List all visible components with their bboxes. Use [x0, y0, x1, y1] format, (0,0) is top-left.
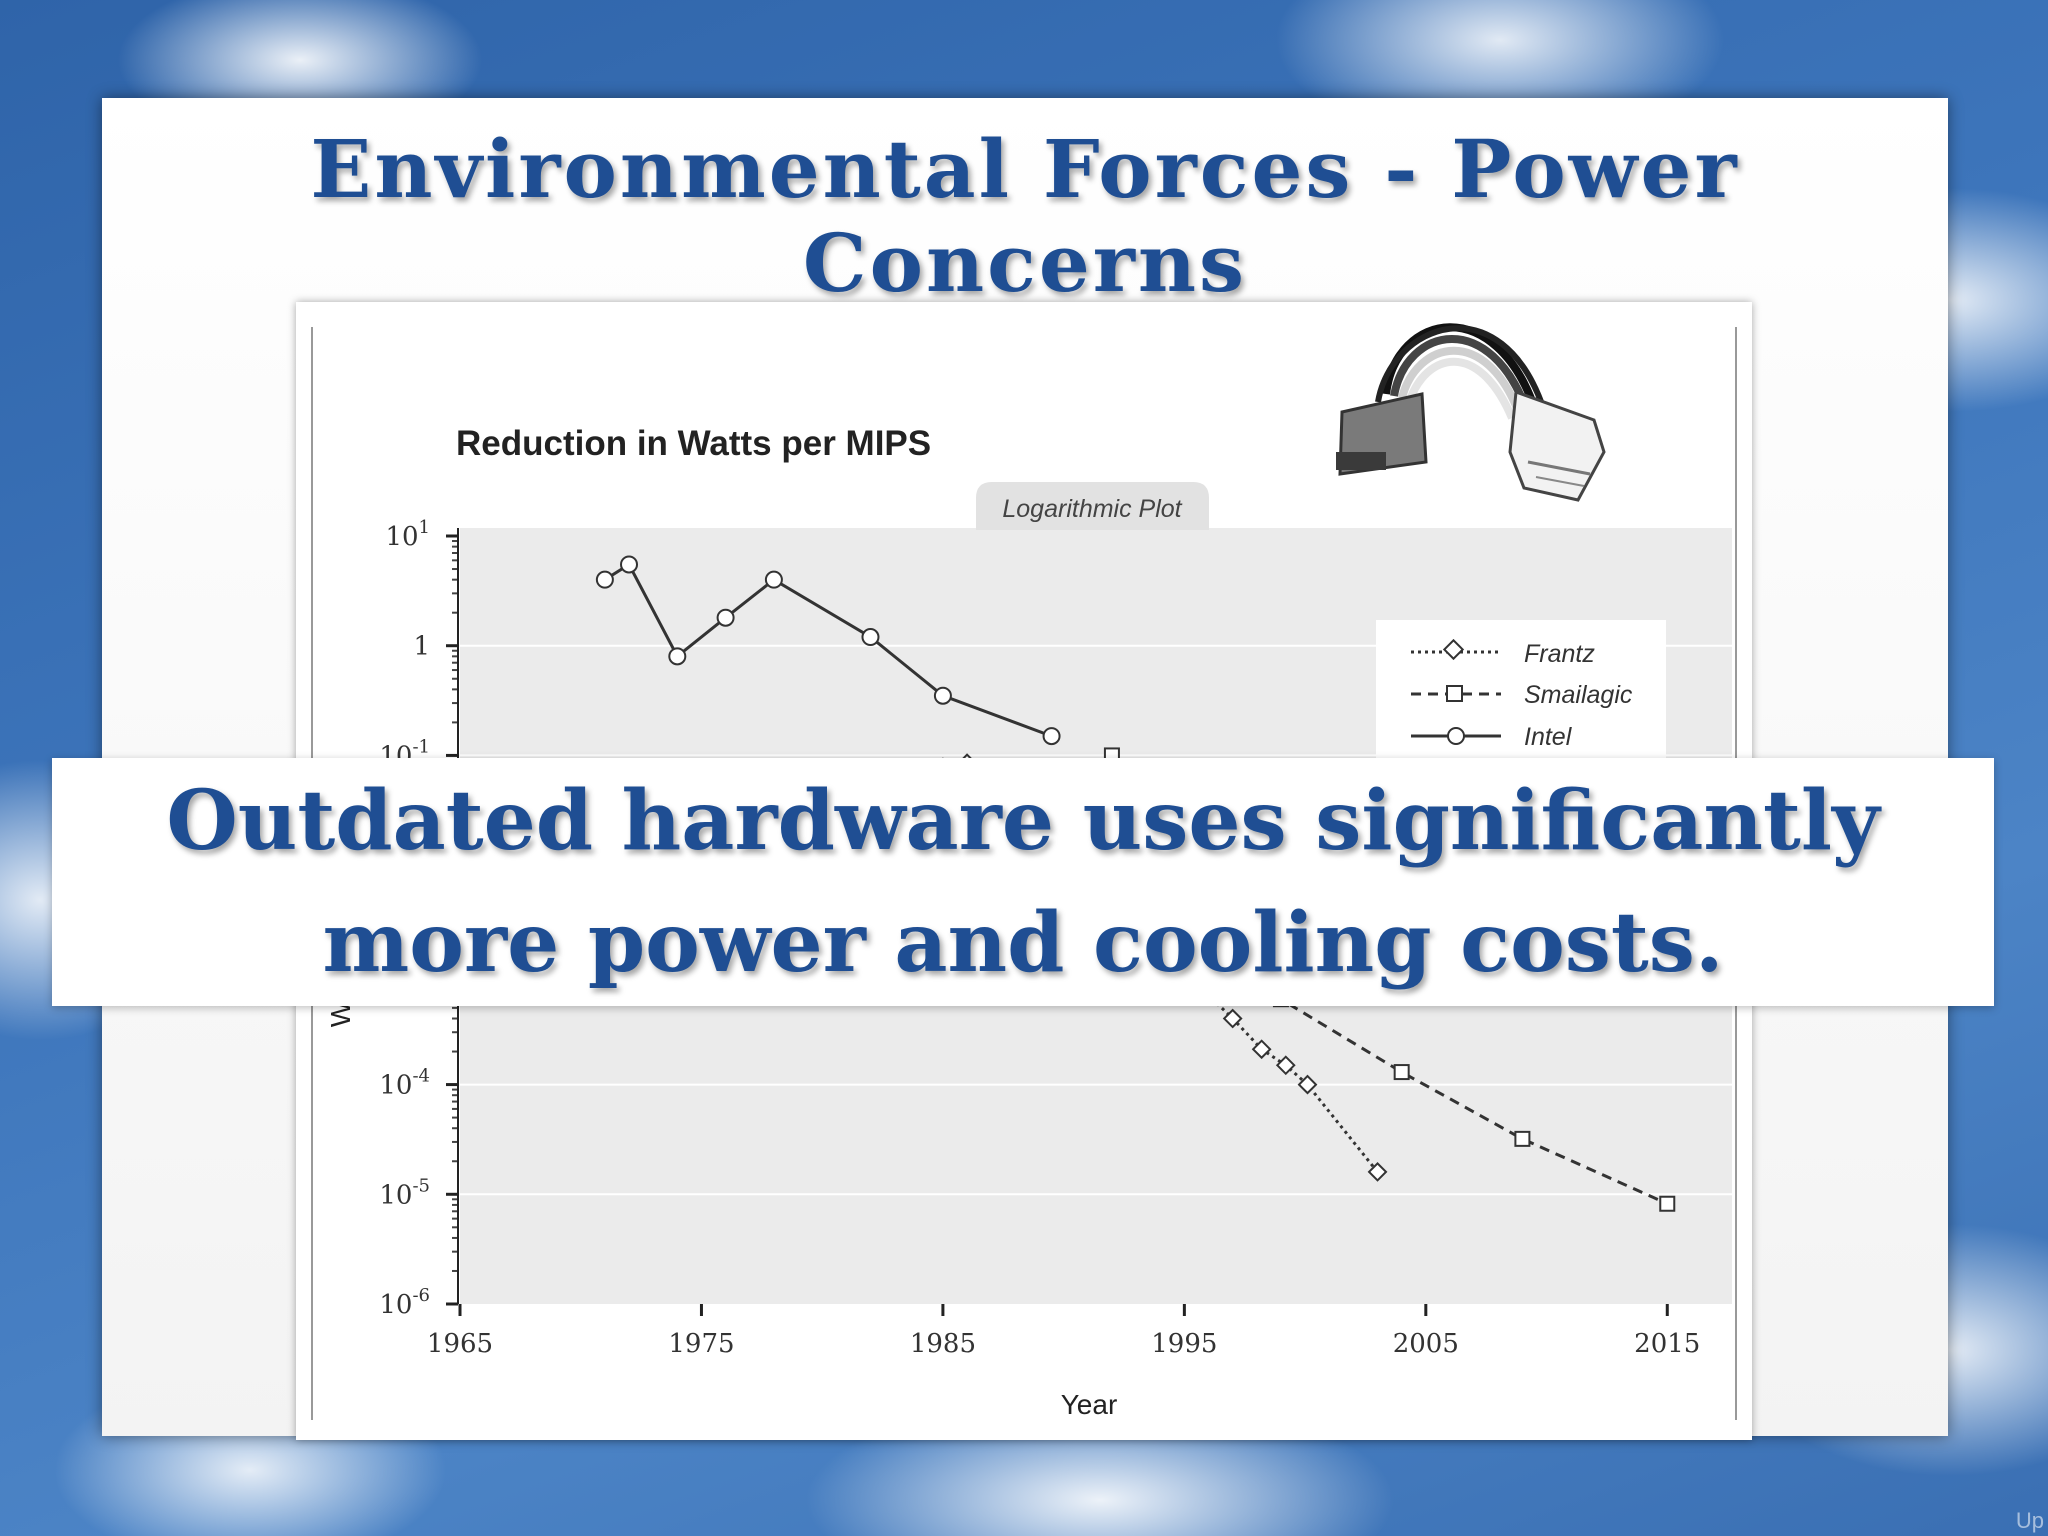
callout-banner: Outdated hardware uses significantly mor… [52, 758, 1994, 1006]
y-tick-label: 1 [413, 632, 430, 662]
data-point-frantz [1367, 1161, 1388, 1182]
annotation-tab [976, 482, 1209, 530]
x-tick-label: 1995 [1151, 1329, 1217, 1359]
legend-label-intel: Intel [1524, 723, 1573, 751]
data-point-intel [716, 608, 735, 627]
x-tick-label: 1975 [668, 1329, 734, 1359]
data-point-frantz [1222, 1008, 1243, 1029]
data-point-smailagic [1514, 1130, 1531, 1147]
legend-marker-smailagic [1446, 685, 1463, 702]
data-point-intel [595, 570, 614, 589]
data-point-intel [668, 647, 687, 666]
data-point-intel [933, 686, 952, 705]
y-tick-label: 10-5 [379, 1175, 430, 1210]
slide-title: Environmental Forces - Power Concerns [310, 122, 1740, 310]
legend-box [1376, 620, 1666, 770]
legend-marker-frantz [1442, 638, 1465, 661]
data-point-frantz [1297, 1074, 1318, 1095]
power-connector-icon [1336, 323, 1606, 502]
x-tick-label: 2005 [1393, 1329, 1459, 1359]
x-axis-label: Year [1061, 1389, 1118, 1420]
x-tick-label: 1965 [427, 1329, 493, 1359]
data-point-intel [861, 628, 880, 647]
data-point-intel [764, 570, 783, 589]
series-line-intel [604, 562, 1053, 738]
callout-text: Outdated hardware uses significantly mor… [166, 773, 1880, 991]
annotation-label: Logarithmic Plot [1002, 495, 1182, 523]
data-point-frantz [1275, 1055, 1296, 1076]
data-point-frantz [1251, 1039, 1272, 1060]
corner-watermark: Up [2015, 1508, 2044, 1533]
legend: Frantz Smailagic Intel [1376, 620, 1666, 770]
axis-layer: 101110-110-210-310-410-510-6196519751985… [379, 517, 1700, 1359]
y-tick-label: 101 [385, 517, 430, 552]
y-tick-label: 10-6 [379, 1285, 430, 1320]
legend-label-frantz: Frantz [1524, 640, 1595, 668]
data-point-smailagic [1393, 1064, 1410, 1081]
chart-title: Reduction in Watts per MIPS [456, 424, 931, 463]
legend-marker-intel [1447, 727, 1465, 745]
y-tick-label: 10-4 [379, 1066, 430, 1101]
data-point-intel [620, 555, 639, 574]
data-point-intel [1042, 727, 1061, 746]
x-tick-label: 1985 [910, 1329, 976, 1359]
x-tick-label: 2015 [1634, 1329, 1700, 1359]
legend-label-smailagic: Smailagic [1524, 681, 1633, 709]
data-point-smailagic [1659, 1195, 1676, 1212]
